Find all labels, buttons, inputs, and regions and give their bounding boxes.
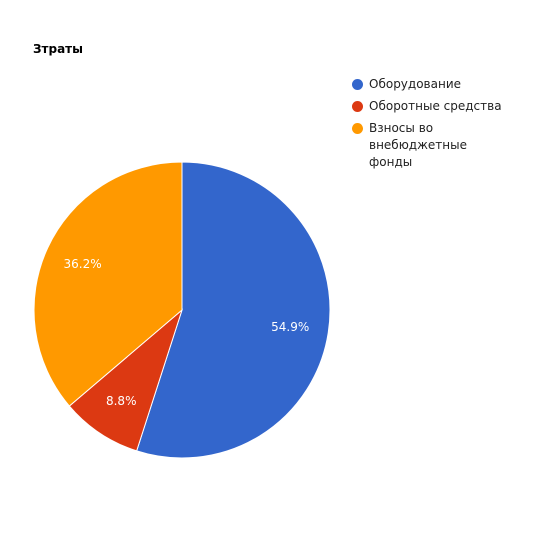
legend-label: Оборотные средства: [369, 99, 502, 113]
pie-slices: [33, 161, 331, 459]
legend-swatch: [352, 79, 363, 90]
pie-labels: 54.9% 8.8% 36.2%: [63, 257, 309, 408]
slice-working-capital[interactable]: [68, 308, 184, 452]
legend-label: Взносы во внебюджетные фонды: [369, 121, 467, 169]
slice-value-label: 54.9%: [271, 320, 309, 334]
legend-item-working-capital[interactable]: Оборотные средства: [352, 98, 532, 115]
legend: Оборудование Оборотные средства Взносы в…: [352, 76, 532, 176]
legend-label: Оборудование: [369, 77, 461, 91]
legend-item-contributions[interactable]: Взносы во внебюджетные фонды: [352, 120, 532, 171]
slice-value-label: 36.2%: [63, 257, 101, 271]
slice-contributions[interactable]: [33, 161, 183, 407]
legend-item-equipment[interactable]: Оборудование: [352, 76, 532, 93]
chart-title: Зтраты: [33, 42, 83, 56]
legend-swatch: [352, 123, 363, 134]
slice-value-label: 8.8%: [106, 394, 137, 408]
slice-equipment[interactable]: [136, 161, 331, 459]
legend-swatch: [352, 101, 363, 112]
